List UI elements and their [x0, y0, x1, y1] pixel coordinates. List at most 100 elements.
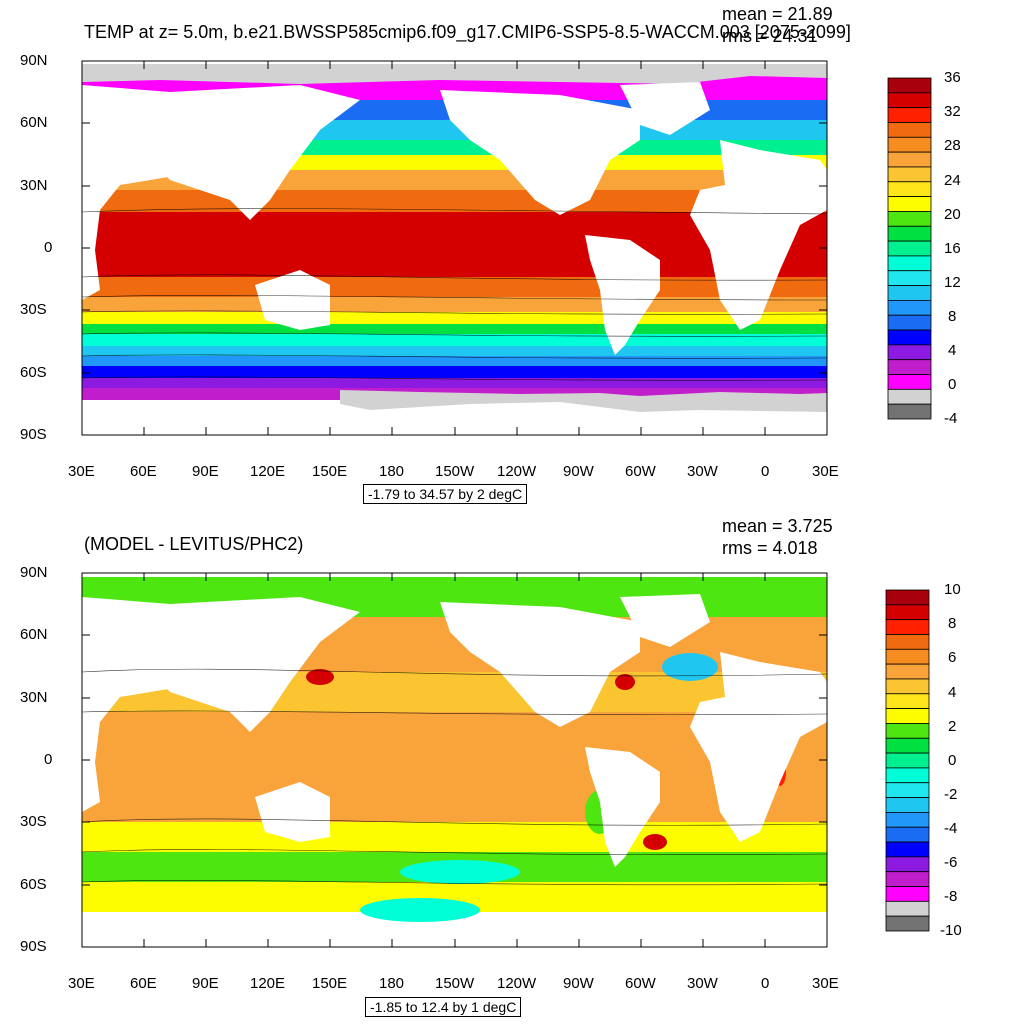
colorbar-swatch	[885, 708, 930, 724]
bottom-lat-label: 30S	[20, 813, 47, 830]
top-rms: rms = 24.31	[722, 26, 818, 46]
bottom-cb-label: 2	[948, 718, 957, 735]
bottom-lon-label: 180	[379, 975, 405, 992]
top-lon-label: 60W	[625, 463, 656, 480]
top-lat-label: 60S	[20, 364, 47, 381]
top-lon-label: 150W	[435, 463, 475, 480]
colorbar-swatch	[885, 900, 930, 917]
bottom-cb-label: 4	[948, 684, 957, 701]
top-cb-label: 20	[944, 206, 961, 223]
bottom-cb-label: -10	[940, 922, 962, 939]
top-colorbar	[887, 77, 932, 420]
bottom-lon-label: 150E	[312, 975, 348, 992]
top-cb-label: -4	[944, 410, 958, 427]
colorbar-swatch	[887, 374, 932, 390]
bottom-cb-label: -6	[944, 854, 958, 871]
bottom-ticks	[81, 572, 827, 948]
bottom-cb-label: -4	[944, 820, 958, 837]
top-cb-label: 28	[944, 137, 961, 154]
bottom-lon-label: 60W	[625, 975, 656, 992]
colorbar-swatch	[887, 225, 932, 242]
top-lon-label: 180	[379, 463, 405, 480]
colorbar-swatch	[885, 723, 930, 739]
bottom-lat-label: 90S	[20, 938, 47, 955]
colorbar-swatch	[885, 752, 930, 769]
colorbar-swatch	[887, 285, 932, 301]
colorbar-swatch	[887, 255, 932, 272]
top-panel: TEMP at z= 5.0m, b.e21.BWSSP585cmip6.f09…	[20, 4, 961, 504]
bottom-cb-label: 6	[948, 649, 957, 666]
top-cb-label: 32	[944, 103, 961, 120]
top-lon-label: 120W	[497, 463, 537, 480]
antarctic-ice	[340, 390, 827, 412]
colorbar-swatch	[887, 151, 932, 168]
top-map-field	[82, 61, 827, 435]
top-map-svg	[81, 60, 932, 436]
colorbar-swatch	[885, 619, 930, 635]
top-lon-label: 90E	[192, 463, 219, 480]
colorbar-swatch	[885, 693, 930, 710]
bottom-lat-label: 30N	[20, 689, 48, 706]
colorbar-swatch	[885, 663, 930, 680]
top-cb-label: 8	[948, 308, 957, 325]
top-lon-label: 30W	[687, 463, 718, 480]
top-lat-label: 30S	[20, 301, 47, 318]
colorbar-swatch	[887, 344, 932, 361]
bottom-lat-label: 60N	[20, 626, 48, 643]
bottom-map-field	[82, 573, 827, 947]
top-title: TEMP at z= 5.0m, b.e21.BWSSP585cmip6.f09…	[84, 22, 851, 42]
top-contours	[82, 208, 827, 381]
colorbar-swatch	[887, 166, 932, 183]
top-lat-label: 60N	[20, 114, 48, 131]
colorbar-swatch	[887, 196, 932, 212]
colorbar-swatch	[887, 122, 932, 138]
bottom-continents	[82, 594, 827, 867]
top-cb-label: 0	[948, 376, 957, 393]
bottom-contours	[82, 668, 827, 886]
bottom-cb-label: -8	[944, 888, 958, 905]
bottom-lon-label: 0	[761, 975, 770, 992]
colorbar-swatch	[887, 136, 932, 153]
bottom-lon-label: 30E	[812, 975, 839, 992]
colorbar-swatch	[885, 604, 930, 621]
top-cb-label: 4	[948, 342, 957, 359]
colorbar-swatch	[885, 886, 930, 902]
bottom-mean: mean = 3.725	[722, 516, 833, 536]
colorbar-swatch	[887, 359, 932, 375]
top-continents	[82, 82, 827, 355]
bottom-colorbar	[885, 589, 930, 932]
colorbar-swatch	[885, 856, 930, 873]
bottom-lon-label: 60E	[130, 975, 157, 992]
top-lat-label: 0	[44, 239, 53, 256]
colorbar-swatch	[885, 737, 930, 754]
colorbar-swatch	[885, 782, 930, 798]
colorbar-swatch	[885, 841, 930, 858]
bottom-lon-label: 120E	[250, 975, 286, 992]
bottom-cb-label: 8	[948, 615, 957, 632]
colorbar-swatch	[885, 767, 930, 784]
top-lon-label: 90W	[563, 463, 594, 480]
bottom-cb-label: 10	[944, 581, 961, 598]
colorbar-swatch	[885, 648, 930, 665]
top-cb-label: 36	[944, 69, 961, 86]
colorbar-swatch	[887, 403, 932, 420]
colorbar-swatch	[885, 589, 930, 606]
top-lat-label: 90S	[20, 426, 47, 443]
colorbar-swatch	[885, 634, 930, 650]
colorbar-swatch	[887, 270, 932, 286]
colorbar-swatch	[887, 240, 932, 257]
colorbar-swatch	[887, 388, 932, 405]
colorbar-swatch	[885, 915, 930, 932]
colorbar-swatch	[887, 314, 932, 331]
top-lat-label: 90N	[20, 52, 48, 69]
top-lon-label: 60E	[130, 463, 157, 480]
colorbar-swatch	[887, 181, 932, 198]
top-lon-label: 0	[761, 463, 770, 480]
top-lon-label: 150E	[312, 463, 348, 480]
top-cb-label: 12	[944, 274, 961, 291]
colorbar-swatch	[885, 826, 930, 843]
bottom-cb-label: 0	[948, 752, 957, 769]
top-ticks	[81, 60, 827, 436]
colorbar-swatch	[885, 871, 930, 887]
top-cb-label: 16	[944, 240, 961, 257]
